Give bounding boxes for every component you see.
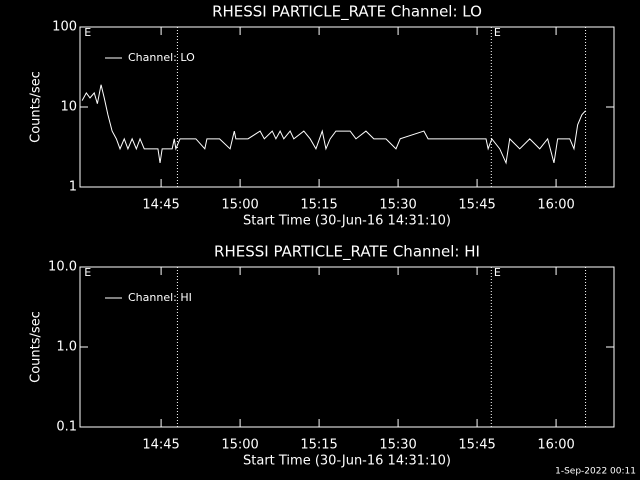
x-axis-label: Start Time (30-Jun-16 14:31:10) (243, 454, 451, 469)
y-tick-label: 10 (60, 100, 77, 115)
data-line (81, 84, 586, 165)
x-tick-label: 15:15 (300, 438, 337, 453)
legend-label: Channel: LO (128, 51, 195, 64)
footer: 1-Sep-2022 00:11 (555, 467, 636, 477)
y-axis-label: Counts/sec (29, 71, 44, 143)
x-tick-label: 15:00 (221, 438, 258, 453)
y-tick-label: 100 (52, 20, 77, 35)
x-tick-label: 16:00 (537, 438, 574, 453)
y-axis-label: Counts/sec (29, 311, 44, 383)
y-tick-label: 10.0 (48, 260, 77, 275)
x-tick-label: 15:30 (379, 198, 416, 213)
y-tick-label: 0.1 (56, 420, 77, 435)
annotation: E (494, 26, 501, 39)
y-tick-label: 1 (69, 180, 77, 195)
x-tick-label: 16:00 (537, 198, 574, 213)
annotation: E (84, 266, 91, 279)
x-tick-label: 14:45 (142, 438, 179, 453)
chart-title: RHESSI PARTICLE_RATE Channel: HI (214, 243, 480, 262)
x-tick-label: 15:00 (221, 198, 258, 213)
x-tick-label: 15:30 (379, 438, 416, 453)
legend-label: Channel: HI (128, 291, 192, 304)
x-tick-label: 15:15 (300, 198, 337, 213)
x-tick-label: 14:45 (142, 198, 179, 213)
annotation: E (84, 26, 91, 39)
annotation: E (494, 266, 501, 279)
y-tick-label: 1.0 (56, 340, 77, 355)
chart-title: RHESSI PARTICLE_RATE Channel: LO (212, 3, 482, 22)
x-tick-label: 15:45 (458, 438, 495, 453)
x-axis-label: Start Time (30-Jun-16 14:31:10) (243, 214, 451, 229)
x-tick-label: 15:45 (458, 198, 495, 213)
